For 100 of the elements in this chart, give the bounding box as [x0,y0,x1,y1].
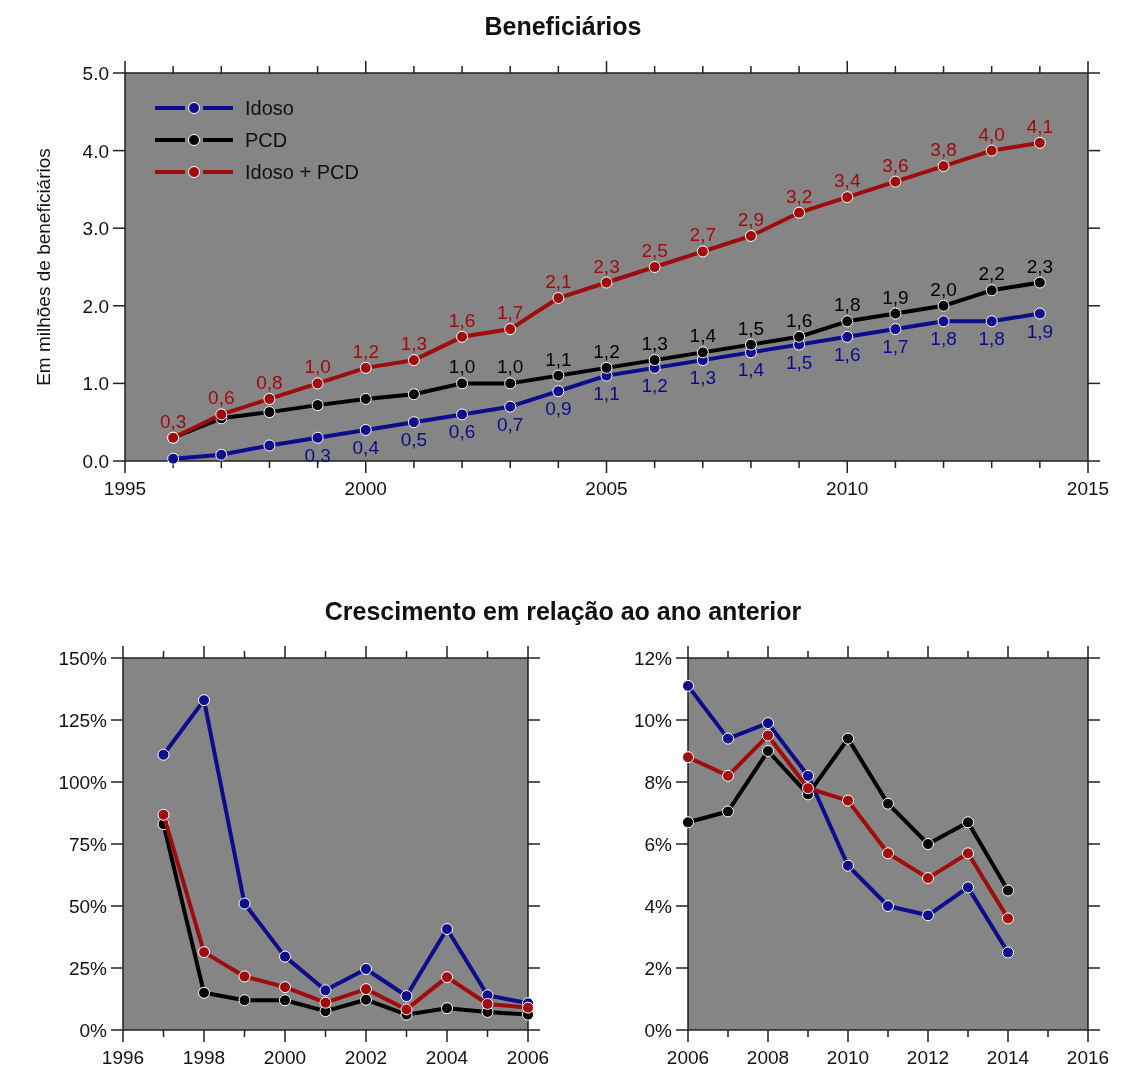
point [841,191,854,204]
point [842,794,854,807]
data-label: 2,3 [593,255,620,277]
data-label: 0,9 [545,398,572,420]
data-label: 0,8 [256,371,283,393]
y-tick-label: 6% [644,834,673,855]
y-tick-label: 50% [68,896,108,917]
x-tick-label: 2010 [826,478,869,499]
x-tick-label: 1996 [101,1047,145,1068]
point [985,284,998,297]
point [744,229,757,242]
data-label: 1,1 [545,348,572,370]
point [648,354,661,367]
point [802,769,814,782]
data-label: 0,3 [159,410,187,432]
y-tick-label: 12% [633,648,673,669]
point [985,315,998,328]
x-tick-label: 2015 [1066,478,1110,499]
point [922,872,934,885]
point [359,361,372,374]
y-tick-label: 100% [58,772,108,793]
point [407,416,420,429]
point [400,990,413,1003]
point [215,408,228,421]
point [522,1001,534,1014]
x-tick-label: 2014 [986,1047,1030,1068]
point [407,354,420,367]
y-tick-label: 10% [633,710,673,731]
point [456,330,469,343]
y-tick-label: 150% [58,648,108,669]
point [360,983,372,996]
data-label: 1,5 [737,317,765,339]
point [922,838,934,850]
data-label: 3,8 [930,139,957,161]
data-label: 1,2 [352,340,379,362]
point [157,748,170,761]
point [263,439,276,452]
data-label: 2,3 [1026,255,1054,277]
data-label: 2,5 [641,240,668,261]
y-tick-label: 8% [644,772,673,793]
point [400,1003,413,1016]
point [360,962,372,975]
point [841,315,854,328]
point [481,997,494,1010]
point [238,994,251,1007]
y-tick-label: 4.0 [82,140,109,162]
data-label: 0,6 [208,387,235,409]
point [696,346,709,359]
point [504,400,517,413]
point [600,361,613,374]
point [441,1002,453,1015]
point [744,338,757,351]
point [722,732,734,745]
point [407,388,420,401]
point [504,323,517,336]
point [889,323,902,336]
point [985,144,998,157]
point [762,729,774,742]
x-tick-label: 2000 [263,1047,307,1068]
point [722,805,734,818]
data-label: 0,6 [448,421,476,443]
y-tick-label: 0% [79,1020,108,1041]
x-tick-label: 2010 [826,1047,870,1068]
point [937,315,950,328]
point [793,206,806,219]
point [167,452,180,465]
point [962,816,974,829]
point [215,448,228,461]
chart-title: Crescimento em relação ao ano anterior [324,597,802,625]
y-tick-label: 1.0 [82,373,109,395]
point [882,847,894,860]
x-tick-label: 2012 [906,1047,950,1068]
data-label: 4,1 [1026,115,1054,137]
point [360,993,372,1006]
point [1002,912,1014,925]
point [311,399,324,412]
point [1033,276,1046,289]
point [441,923,453,936]
data-label: 2,0 [930,278,957,300]
data-label: 4,0 [978,123,1005,145]
y-tick-label: 0.0 [82,451,109,472]
data-label: 1,9 [882,286,909,308]
point [793,330,806,343]
data-label: 0,4 [352,436,380,458]
point [1033,307,1046,320]
x-tick-label: 2000 [344,478,387,499]
data-label: 0,7 [496,413,524,435]
point [882,797,894,810]
point [696,245,709,258]
legend-label: Idoso + PCD [245,161,359,183]
x-tick-label: 1995 [103,478,147,499]
data-label: 1,3 [689,367,717,389]
data-label: 1,9 [1026,320,1054,342]
y-tick-label: 0% [644,1020,673,1041]
point [552,385,565,398]
point [937,160,950,173]
x-tick-label: 2005 [585,478,628,499]
point [441,971,453,984]
point [279,994,291,1007]
point [889,307,902,320]
